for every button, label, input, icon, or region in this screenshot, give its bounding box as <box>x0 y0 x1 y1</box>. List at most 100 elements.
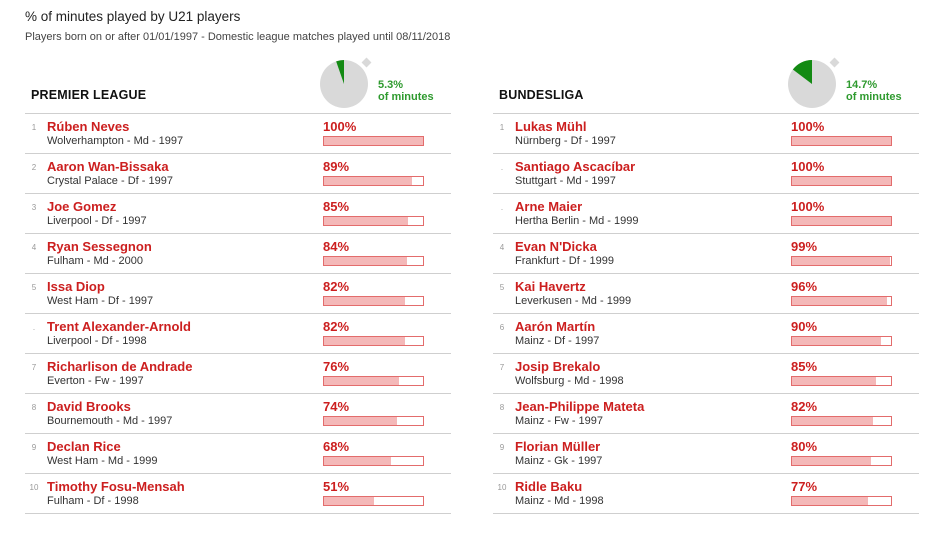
player-row: 10 Timothy Fosu-Mensah Fulham - Df - 1998 5… <box>25 474 451 514</box>
player-row: . Santiago Ascacíbar Stuttgart - Md - 1997… <box>493 154 919 194</box>
bar-fill <box>792 337 882 345</box>
bar-track <box>791 136 892 146</box>
bar-fill <box>792 457 872 465</box>
player-meta: Wolverhampton - Md - 1997 <box>47 135 184 147</box>
player-meta: Mainz - Gk - 1997 <box>515 455 603 467</box>
player-name: Ryan Sessegnon <box>47 239 152 254</box>
player-rank: 8 <box>31 403 37 412</box>
dial-knob <box>829 57 840 68</box>
player-meta: Nürnberg - Df - 1997 <box>515 135 616 147</box>
player-rank: 5 <box>31 283 37 292</box>
minutes-share-value: 5.3% <box>378 79 404 91</box>
minutes-share-caption: of minutes <box>378 91 434 103</box>
player-meta: West Ham - Md - 1999 <box>47 455 158 467</box>
player-value-label: 77% <box>791 479 818 494</box>
bar-track <box>791 216 892 226</box>
bar-track <box>323 496 424 506</box>
bar-track <box>323 256 424 266</box>
bar-track <box>791 296 892 306</box>
bar-track <box>791 376 892 386</box>
player-name: Issa Diop <box>47 279 105 294</box>
player-value-label: 84% <box>323 239 350 254</box>
player-rank: 2 <box>31 163 37 172</box>
player-name: Ridle Baku <box>515 479 583 494</box>
player-meta: Everton - Fw - 1997 <box>47 375 144 387</box>
player-meta: Frankfurt - Df - 1999 <box>515 255 615 267</box>
player-rank: 1 <box>499 123 505 132</box>
player-name: Evan N'Dicka <box>515 239 597 254</box>
player-rank: 9 <box>499 443 505 452</box>
player-rank: 10 <box>497 483 507 492</box>
bar-fill <box>324 457 392 465</box>
bar-track <box>323 456 424 466</box>
player-row: 9 Declan Rice West Ham - Md - 1999 68% <box>25 434 451 474</box>
player-list: 1 Rúben Neves Wolverhampton - Md - 1997 100… <box>25 114 451 514</box>
player-name: David Brooks <box>47 399 131 414</box>
player-value-label: 85% <box>791 359 818 374</box>
bar-track <box>791 416 892 426</box>
player-value-label: 100% <box>791 159 825 174</box>
player-value-label: 100% <box>791 199 825 214</box>
header-divider <box>25 113 451 114</box>
player-name: Trent Alexander-Arnold <box>47 319 191 334</box>
bar-track <box>323 416 424 426</box>
player-row: 1 Lukas Mühl Nürnberg - Df - 1997 100% <box>493 114 919 154</box>
player-name: Florian Müller <box>515 439 601 454</box>
player-value-label: 68% <box>323 439 350 454</box>
player-row: 4 Evan N'Dicka Frankfurt - Df - 1999 99% <box>493 234 919 274</box>
player-name: Declan Rice <box>47 439 121 454</box>
player-row: 1 Rúben Neves Wolverhampton - Md - 1997 100… <box>25 114 451 154</box>
bar-track <box>791 336 892 346</box>
player-rank: . <box>32 323 36 332</box>
player-name: Kai Havertz <box>515 279 586 294</box>
player-meta: Bournemouth - Md - 1997 <box>47 415 173 427</box>
dial-knob <box>361 57 372 68</box>
player-name: Rúben Neves <box>47 119 130 134</box>
player-meta: Mainz - Fw - 1997 <box>515 415 604 427</box>
player-row: 4 Ryan Sessegnon Fulham - Md - 2000 84% <box>25 234 451 274</box>
player-name: Aaron Wan-Bissaka <box>47 159 169 174</box>
player-row: 7 Josip Brekalo Wolfsburg - Md - 1998 85% <box>493 354 919 394</box>
player-meta: West Ham - Df - 1997 <box>47 295 154 307</box>
player-meta: Hertha Berlin - Md - 1999 <box>515 215 639 227</box>
player-value-label: 100% <box>791 119 825 134</box>
player-meta: Fulham - Md - 2000 <box>47 255 143 267</box>
player-name: Lukas Mühl <box>515 119 587 134</box>
bar-track <box>791 256 892 266</box>
player-rank: 4 <box>31 243 37 252</box>
player-name: Jean-Philippe Mateta <box>515 399 645 414</box>
bar-fill <box>792 417 874 425</box>
bar-fill <box>792 297 888 305</box>
bar-fill <box>324 497 375 505</box>
league-title: PREMIER LEAGUE <box>31 88 147 102</box>
player-row: 8 David Brooks Bournemouth - Md - 1997 74% <box>25 394 451 434</box>
bar-track <box>323 336 424 346</box>
bar-fill <box>792 257 890 265</box>
dial-share-slice <box>792 60 812 84</box>
player-meta: Liverpool - Df - 1998 <box>47 335 147 347</box>
player-rank: 3 <box>31 203 37 212</box>
player-row: 8 Jean-Philippe Mateta Mainz - Fw - 1997 82… <box>493 394 919 434</box>
bar-fill <box>324 217 409 225</box>
player-value-label: 82% <box>323 319 350 334</box>
player-meta: Liverpool - Df - 1997 <box>47 215 147 227</box>
bar-track <box>791 496 892 506</box>
minutes-share-label: 14.7% of minutes <box>846 79 902 103</box>
player-row: 5 Kai Havertz Leverkusen - Md - 1999 96% <box>493 274 919 314</box>
player-value-label: 85% <box>323 199 350 214</box>
player-value-label: 74% <box>323 399 350 414</box>
player-meta: Mainz - Df - 1997 <box>515 335 600 347</box>
player-row: 9 Florian Müller Mainz - Gk - 1997 80% <box>493 434 919 474</box>
player-value-label: 82% <box>323 279 350 294</box>
player-row: 5 Issa Diop West Ham - Df - 1997 82% <box>25 274 451 314</box>
minutes-share-value: 14.7% <box>846 79 878 91</box>
bar-track <box>791 456 892 466</box>
bar-fill <box>792 497 869 505</box>
player-value-label: 51% <box>323 479 350 494</box>
player-rank: 5 <box>499 283 505 292</box>
bar-fill <box>792 177 891 185</box>
player-rank: 4 <box>499 243 505 252</box>
player-value-label: 89% <box>323 159 350 174</box>
player-value-label: 80% <box>791 439 818 454</box>
player-rank: . <box>500 163 504 172</box>
